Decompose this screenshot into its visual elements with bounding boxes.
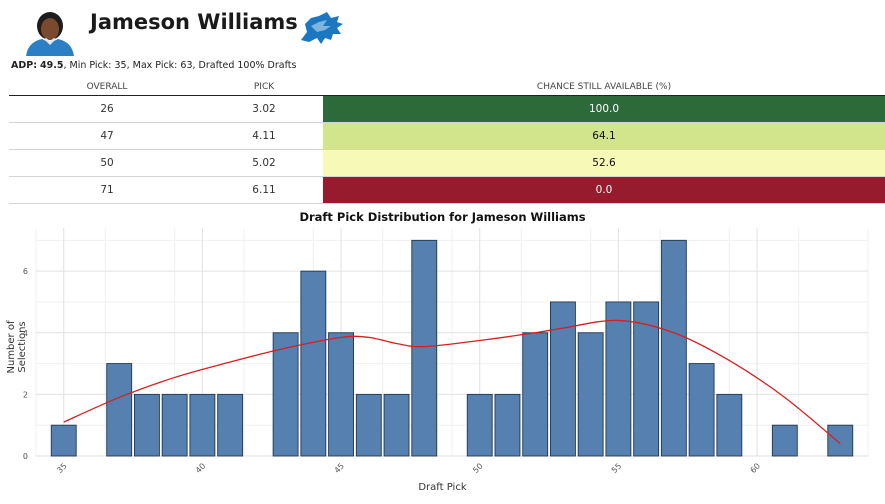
player-headshot-icon: [26, 12, 74, 56]
table-header-row: OVERALL PICK CHANCE STILL AVAILABLE (%): [9, 78, 885, 96]
bar: [633, 301, 660, 457]
chart-title: Draft Pick Distribution for Jameson Will…: [299, 210, 586, 224]
overall-cell: 50: [9, 149, 205, 177]
bar: [827, 424, 854, 457]
table-row: 71 6.11 0.0: [9, 176, 885, 204]
chance-cell: 0.0: [323, 176, 885, 204]
overall-cell: 26: [9, 95, 205, 123]
pick-cell: 4.11: [205, 122, 323, 150]
y-tick-label: 6: [23, 267, 28, 276]
header-chance: CHANCE STILL AVAILABLE (%): [323, 78, 885, 96]
adp-value: 49.5: [40, 60, 64, 71]
bar: [272, 332, 299, 457]
smooth-trend-line: [63, 319, 841, 445]
bar: [688, 363, 715, 457]
x-axis-label: Draft Pick: [418, 482, 467, 493]
bar: [161, 393, 188, 457]
x-tick-label: 45: [333, 461, 347, 475]
plot-area: 0 2 4 6 35 40 45 50 55 60: [23, 228, 869, 475]
chance-cell: 100.0: [323, 95, 885, 123]
lions-logo-icon: [301, 12, 343, 44]
bar: [50, 424, 77, 457]
bar: [716, 393, 743, 457]
chance-cell: 64.1: [323, 122, 885, 150]
pick-cell: 6.11: [205, 176, 323, 204]
adp-label: ADP:: [11, 60, 37, 71]
bar: [466, 393, 493, 457]
bar: [522, 332, 549, 457]
availability-table: OVERALL PICK CHANCE STILL AVAILABLE (%) …: [9, 78, 885, 204]
adp-details: , Min Pick: 35, Max Pick: 63, Drafted 10…: [63, 60, 297, 71]
chance-cell: 52.6: [323, 149, 885, 177]
pick-cell: 3.02: [205, 95, 323, 123]
bar: [577, 332, 604, 457]
bar: [605, 301, 632, 457]
table-row: 26 3.02 100.0: [9, 95, 885, 123]
x-tick-label: 55: [610, 461, 624, 475]
x-tick-label: 40: [194, 461, 208, 475]
header-pick: PICK: [205, 78, 323, 96]
y-tick-label: 4: [23, 329, 28, 338]
bar: [300, 270, 327, 457]
bar: [217, 393, 244, 457]
bar: [771, 424, 798, 457]
overall-cell: 47: [9, 122, 205, 150]
bar: [328, 332, 354, 457]
bar: [383, 393, 410, 457]
header-overall: OVERALL: [9, 78, 205, 96]
bar: [494, 393, 521, 457]
bar: [106, 363, 133, 457]
y-tick-label: 2: [23, 390, 28, 399]
bar: [660, 239, 687, 457]
draft-pick-chart: Draft Pick Distribution for Jameson Will…: [0, 206, 885, 504]
table-row: 50 5.02 52.6: [9, 149, 885, 177]
x-tick-label: 60: [749, 461, 763, 475]
overall-cell: 71: [9, 176, 205, 204]
x-tick-label: 35: [55, 461, 69, 475]
table-row: 47 4.11 64.1: [9, 122, 885, 150]
pick-cell: 5.02: [205, 149, 323, 177]
y-tick-label: 0: [23, 452, 28, 461]
bar: [189, 393, 216, 457]
player-header: Jameson Williams: [0, 0, 885, 60]
bar: [355, 393, 382, 457]
adp-summary: ADP: 49.5, Min Pick: 35, Max Pick: 63, D…: [11, 60, 296, 71]
player-name: Jameson Williams: [90, 10, 298, 34]
x-tick-label: 50: [471, 461, 485, 475]
bar: [134, 393, 160, 457]
bar: [550, 301, 576, 457]
bar: [411, 239, 438, 457]
